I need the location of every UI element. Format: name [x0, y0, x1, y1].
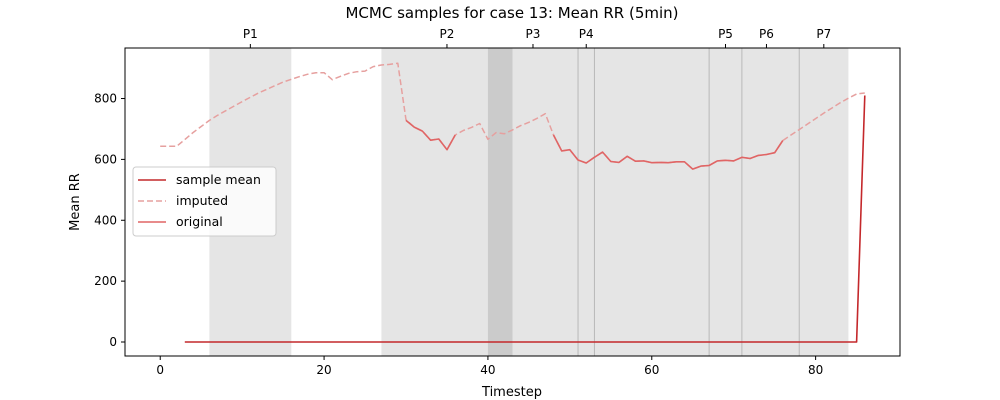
shaded-regions	[209, 48, 849, 356]
phase-label-p2: P2	[440, 27, 455, 41]
y-axis-ticks: 0 200 400 600 800	[94, 92, 125, 349]
legend-box	[132, 166, 277, 237]
legend-label-original: original	[176, 214, 223, 229]
phase-label-p1: P1	[243, 27, 258, 41]
x-tick-label: 40	[480, 363, 495, 377]
series-original-line-1	[405, 119, 456, 151]
x-tick-label: 20	[316, 363, 331, 377]
y-axis-label: Mean RR	[68, 173, 83, 231]
legend-label-imputed: imputed	[176, 193, 228, 208]
series-original-line-2	[552, 134, 784, 170]
chart-title: MCMC samples for case 13: Mean RR (5min)	[345, 4, 678, 22]
x-tick-label: 0	[156, 363, 164, 377]
axes-frame	[124, 47, 901, 357]
phase-label-p7: P7	[816, 27, 831, 41]
phase-label-p3: P3	[526, 27, 541, 41]
shaded-region-2	[381, 48, 849, 356]
phase-label-p6: P6	[759, 27, 774, 41]
legend: sample mean imputed original	[132, 166, 277, 237]
y-tick-label: 400	[94, 213, 117, 227]
phase-labels: P1 P2 P3 P4 P5 P6 P7	[243, 27, 831, 48]
y-tick-label: 600	[94, 152, 117, 166]
series-lines	[160, 62, 866, 343]
y-tick-label: 0	[109, 335, 117, 349]
phase-boundaries	[577, 48, 800, 356]
legend-label-sample-mean: sample mean	[176, 172, 261, 187]
series-sample-mean-line	[184, 95, 866, 343]
x-tick-label: 80	[808, 363, 823, 377]
phase-label-p5: P5	[718, 27, 733, 41]
phase-label-p4: P4	[579, 27, 594, 41]
shaded-region-3	[487, 48, 513, 356]
y-tick-label: 200	[94, 274, 117, 288]
x-axis-ticks: 0 20 40 60 80	[156, 356, 823, 377]
x-axis-label: Timestep	[481, 385, 542, 400]
y-tick-label: 800	[94, 92, 117, 106]
x-tick-label: 60	[644, 363, 659, 377]
